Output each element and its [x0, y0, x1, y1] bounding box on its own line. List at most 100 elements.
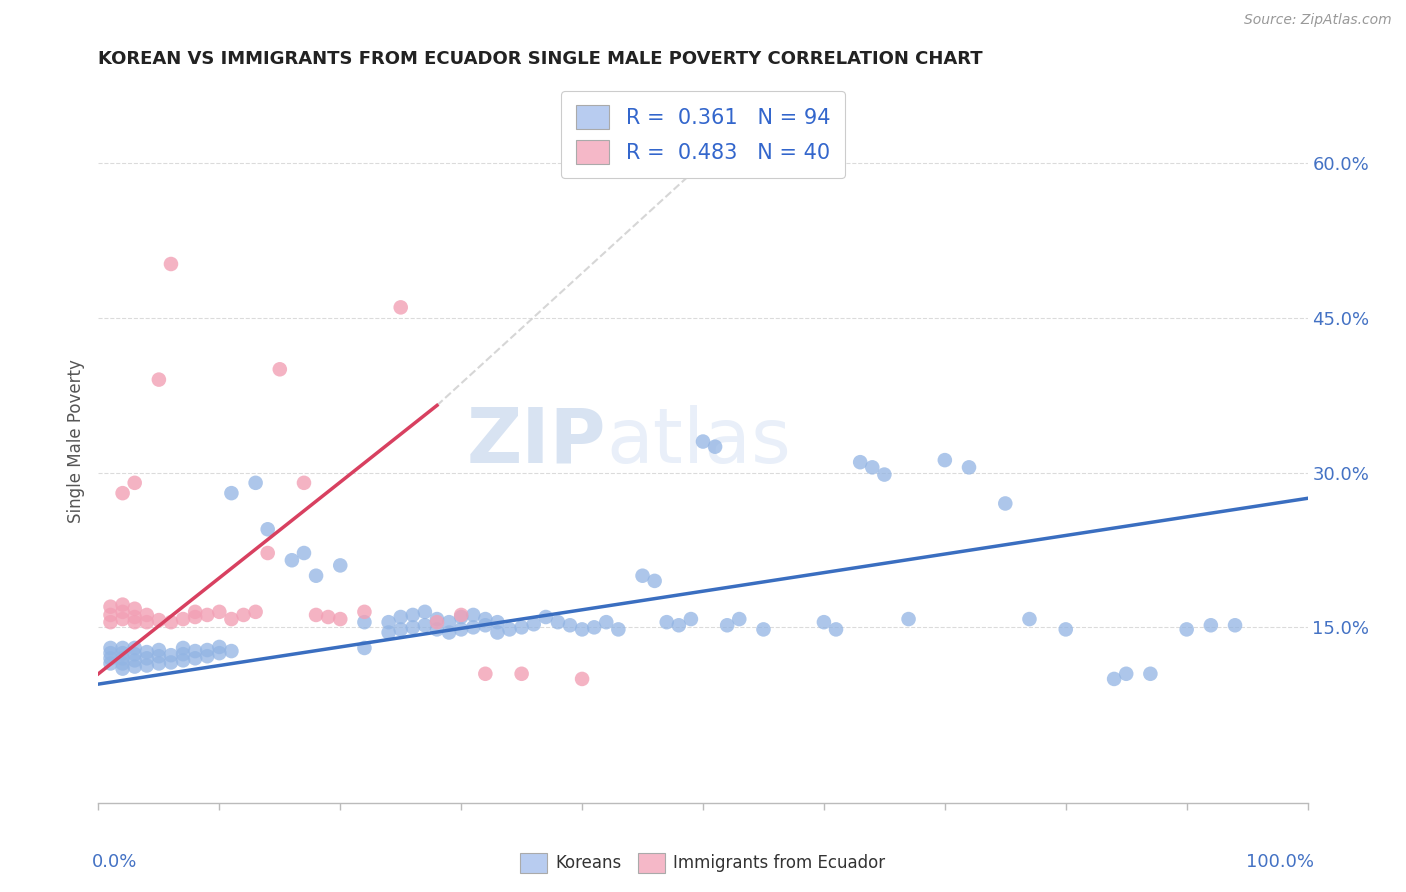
Point	[124, 659, 146, 673]
Point	[124, 647, 146, 661]
Point	[523, 617, 546, 632]
Point	[316, 610, 339, 624]
Point	[510, 666, 533, 681]
Point	[534, 610, 557, 624]
Point	[292, 475, 315, 490]
Point	[100, 615, 122, 630]
Point	[124, 475, 146, 490]
Point	[135, 607, 157, 622]
Point	[292, 546, 315, 560]
Point	[426, 612, 449, 626]
Point	[135, 651, 157, 665]
Point	[437, 625, 460, 640]
Point	[813, 615, 835, 630]
Point	[184, 651, 207, 665]
Point	[329, 558, 352, 573]
Point	[463, 607, 485, 622]
Point	[135, 658, 157, 673]
Point	[934, 453, 956, 467]
Point	[1175, 623, 1198, 637]
Point	[269, 362, 291, 376]
Point	[402, 620, 425, 634]
Point	[1018, 612, 1040, 626]
Point	[644, 574, 666, 588]
Point	[426, 615, 449, 630]
Text: Source: ZipAtlas.com: Source: ZipAtlas.com	[1244, 13, 1392, 28]
Point	[184, 610, 207, 624]
Point	[583, 620, 606, 634]
Point	[256, 546, 278, 560]
Point	[124, 601, 146, 615]
Point	[353, 640, 375, 655]
Point	[135, 645, 157, 659]
Point	[208, 646, 231, 660]
Point	[305, 568, 328, 582]
Point	[221, 644, 243, 658]
Point	[377, 625, 399, 640]
Point	[305, 607, 328, 622]
Point	[111, 662, 134, 676]
Point	[195, 643, 218, 657]
Point	[547, 615, 569, 630]
Text: atlas: atlas	[606, 405, 792, 478]
Point	[221, 486, 243, 500]
Point	[100, 640, 122, 655]
Point	[329, 612, 352, 626]
Point	[135, 615, 157, 630]
Point	[124, 615, 146, 630]
Point	[100, 657, 122, 671]
Point	[160, 656, 183, 670]
Point	[402, 607, 425, 622]
Point	[221, 612, 243, 626]
Point	[474, 618, 496, 632]
Point	[245, 475, 267, 490]
Point	[124, 610, 146, 624]
Point	[450, 610, 472, 624]
Point	[111, 612, 134, 626]
Point	[124, 653, 146, 667]
Point	[160, 257, 183, 271]
Point	[849, 455, 872, 469]
Point	[389, 610, 412, 624]
Text: ZIP: ZIP	[467, 405, 606, 478]
Point	[100, 646, 122, 660]
Point	[474, 612, 496, 626]
Point	[450, 607, 472, 622]
Point	[450, 623, 472, 637]
Point	[148, 613, 170, 627]
Point	[1199, 618, 1222, 632]
Point	[124, 640, 146, 655]
Point	[172, 647, 194, 661]
Point	[668, 618, 690, 632]
Point	[148, 373, 170, 387]
Point	[860, 460, 883, 475]
Point	[413, 605, 436, 619]
Legend: Koreans, Immigrants from Ecuador: Koreans, Immigrants from Ecuador	[513, 847, 893, 880]
Point	[208, 605, 231, 619]
Point	[148, 643, 170, 657]
Point	[184, 644, 207, 658]
Point	[377, 615, 399, 630]
Point	[957, 460, 980, 475]
Point	[184, 605, 207, 619]
Point	[111, 486, 134, 500]
Point	[1223, 618, 1246, 632]
Point	[256, 522, 278, 536]
Point	[413, 618, 436, 632]
Point	[1102, 672, 1125, 686]
Point	[245, 605, 267, 619]
Point	[111, 640, 134, 655]
Text: KOREAN VS IMMIGRANTS FROM ECUADOR SINGLE MALE POVERTY CORRELATION CHART: KOREAN VS IMMIGRANTS FROM ECUADOR SINGLE…	[98, 50, 983, 68]
Point	[486, 625, 509, 640]
Point	[160, 648, 183, 663]
Point	[752, 623, 775, 637]
Point	[281, 553, 304, 567]
Point	[825, 623, 848, 637]
Point	[100, 599, 122, 614]
Point	[897, 612, 920, 626]
Point	[100, 607, 122, 622]
Point	[716, 618, 738, 632]
Point	[148, 649, 170, 664]
Point	[571, 623, 593, 637]
Point	[728, 612, 751, 626]
